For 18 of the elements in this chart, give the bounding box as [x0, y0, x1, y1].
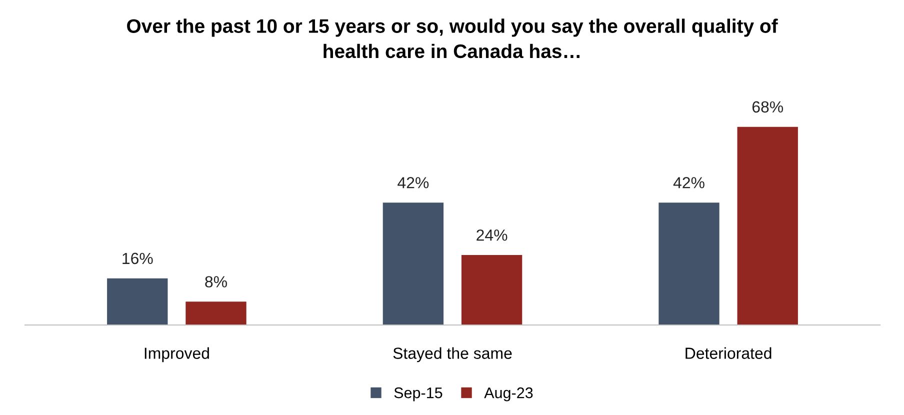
legend-label: Sep-15: [394, 387, 442, 402]
data-label: 42%: [398, 177, 429, 188]
x-tick-label: Deteriorated: [686, 347, 772, 359]
data-label: 42%: [673, 177, 704, 188]
x-tick-label: Stayed the same: [393, 347, 512, 362]
bar: [186, 302, 246, 325]
bar: [737, 126, 798, 325]
data-label: 8%: [205, 276, 227, 288]
bar: [107, 278, 168, 325]
data-label: 16%: [122, 252, 153, 264]
chart-title: Over the past 10 or 15 years or so, would you say the overall quality of health care in Canada has…: [127, 18, 778, 58]
bar: [382, 202, 444, 325]
data-label: 24%: [476, 229, 508, 241]
bar: [461, 255, 522, 325]
legend-label: Aug-23: [484, 387, 533, 402]
data-label: 68%: [752, 101, 784, 113]
x-tick-label: Improved: [144, 347, 209, 362]
bar: [658, 202, 720, 325]
